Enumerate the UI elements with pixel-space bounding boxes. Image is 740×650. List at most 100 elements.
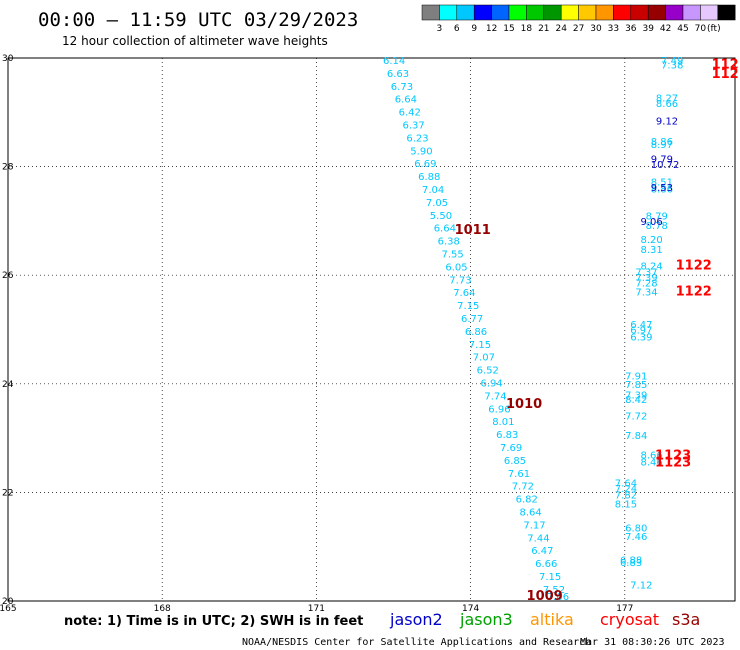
- pass-number-label: 1122: [676, 258, 712, 273]
- wave-height-value: 6.69: [414, 159, 436, 170]
- wave-height-value: 6.64: [434, 224, 456, 235]
- pass-number-label: 1009: [527, 589, 563, 604]
- colorbar-swatch: [700, 4, 719, 21]
- wave-height-value: 7.05: [426, 198, 448, 209]
- wave-height-value: 8.51: [651, 177, 673, 188]
- latitude-tick-label: 20: [2, 597, 14, 607]
- satellite-legend-jason2: jason2: [389, 610, 443, 629]
- wave-height-value: 8.31: [641, 245, 663, 256]
- satellite-legend-cryosat: cryosat: [600, 610, 659, 629]
- wave-height-value: 6.86: [465, 327, 487, 338]
- wave-height-value: 7.39: [635, 273, 657, 284]
- wave-height-value: 8.27: [656, 94, 678, 105]
- wave-height-value: 6.94: [481, 379, 503, 390]
- latitude-tick-label: 22: [2, 488, 13, 498]
- wave-height-value: 6.96: [488, 404, 510, 415]
- colorbar-swatch: [682, 4, 701, 21]
- longitude-tick-label: 177: [616, 604, 633, 614]
- wave-height-value: 7.28: [635, 278, 657, 289]
- wave-height-value: 6.88: [620, 556, 642, 567]
- colorbar-swatch: [543, 4, 562, 21]
- wave-height-value: 7.04: [422, 185, 444, 196]
- wave-height-value: 7.91: [625, 372, 647, 383]
- map-frame: [7, 57, 736, 602]
- wave-height-value: 7.64: [453, 288, 475, 299]
- wave-height-value: 7.72: [512, 482, 534, 493]
- wave-height-value: 5.90: [410, 146, 432, 157]
- map-grid: [8, 57, 735, 601]
- wave-height-value: 8.97: [651, 140, 673, 151]
- colorbar-swatch: [439, 4, 458, 21]
- longitude-tick-label: 171: [308, 604, 325, 614]
- wave-height-value: 6.80: [625, 524, 647, 535]
- colorbar-swatch: [578, 4, 597, 21]
- wave-height-value: 7.44: [527, 533, 549, 544]
- wave-height-value: 7.38: [661, 61, 683, 72]
- wave-height-value: 7.07: [473, 353, 495, 364]
- wave-height-values: 6.14 6.63 6.73 6.64 6.42 6.376.23 5.90 6.69 6.88…: [383, 56, 683, 603]
- wave-height-colorbar: 3 6 9 12 15 18 21 24 27 30 33 36 39 42 45 70 (ft): [421, 4, 736, 34]
- wave-height-value: 7.37: [635, 267, 657, 278]
- pass-number-label: 1123: [655, 455, 691, 470]
- colorbar-swatch: [508, 4, 527, 21]
- wave-height-value: 8.24: [641, 261, 663, 272]
- colorbar-swatch: [613, 4, 632, 21]
- wave-height-value: 6.85: [504, 456, 526, 467]
- wave-height-value: 7.15: [539, 572, 561, 583]
- latitude-tick-label: 24: [2, 380, 14, 390]
- wave-height-value: 6.88: [418, 172, 440, 183]
- wave-height-value: 6.83: [496, 430, 518, 441]
- wave-height-value: 8.64: [520, 508, 542, 519]
- footer-note: note: 1) Time is in UTC; 2) SWH is in fe…: [64, 614, 363, 629]
- satellite-legend-s3a: s3a: [672, 610, 700, 629]
- colorbar-label: 39: [642, 24, 654, 34]
- colorbar-label: 30: [590, 24, 602, 34]
- satellite-legend: jason2 jason3 altika cryosat s3a: [389, 610, 700, 629]
- wave-height-value: 8.20: [641, 235, 663, 246]
- longitude-tick-label: 168: [154, 604, 171, 614]
- wave-height-value: 7.73: [449, 275, 471, 286]
- colorbar-swatch: [491, 4, 510, 21]
- wave-height-value: 7.52: [543, 585, 565, 596]
- colorbar-label: 3: [437, 24, 443, 34]
- wave-height-value: 8.79: [646, 211, 668, 222]
- wave-height-value: 7.55: [442, 250, 464, 261]
- pass-number-labels: 101110101009112111211122112211231123: [455, 57, 740, 604]
- colorbar-label: 12: [486, 24, 497, 34]
- wave-height-value: 6.47: [531, 546, 553, 557]
- colorbar-swatch: [595, 4, 614, 21]
- wave-height-value: 6.66: [535, 559, 557, 570]
- colorbar-swatch: [665, 4, 684, 21]
- colorbar-label: 6: [454, 24, 460, 34]
- wave-height-value: 8.15: [615, 499, 637, 510]
- wave-height-value: 9.53: [651, 183, 673, 194]
- colorbar-label: 18: [521, 24, 533, 34]
- colorbar-label: 36: [625, 24, 637, 34]
- colorbar-swatch: [473, 4, 492, 21]
- wave-height-value: 7.74: [484, 391, 506, 402]
- pass-number-label: 1011: [455, 223, 491, 238]
- colorbar-swatch: [717, 4, 736, 21]
- wave-height-value: 7.46: [625, 532, 647, 543]
- colorbar-label: 27: [573, 24, 584, 34]
- wave-height-value: 7.12: [630, 581, 652, 592]
- pass-number-label: 1122: [676, 284, 712, 299]
- latitude-tick-label: 26: [2, 271, 14, 281]
- colorbar-label: 70: [695, 24, 707, 34]
- wave-height-value: 7.49: [661, 56, 683, 67]
- wave-height-value: 6.64: [395, 95, 417, 106]
- wave-height-value: 7.39: [625, 391, 647, 402]
- latitude-tick-label: 30: [2, 54, 14, 64]
- satellite-legend-altika: altika: [530, 610, 574, 629]
- wave-height-value: 7.61: [508, 469, 530, 480]
- colorbar-label: 24: [555, 24, 567, 34]
- page-subtitle: 12 hour collection of altimeter wave hei…: [62, 34, 328, 48]
- wave-height-value: 7.17: [523, 520, 545, 531]
- wave-height-value: 7.69: [500, 443, 522, 454]
- colorbar-swatch: [630, 4, 649, 21]
- colorbar-label: 9: [471, 24, 477, 34]
- wave-height-value: 9.12: [656, 116, 678, 127]
